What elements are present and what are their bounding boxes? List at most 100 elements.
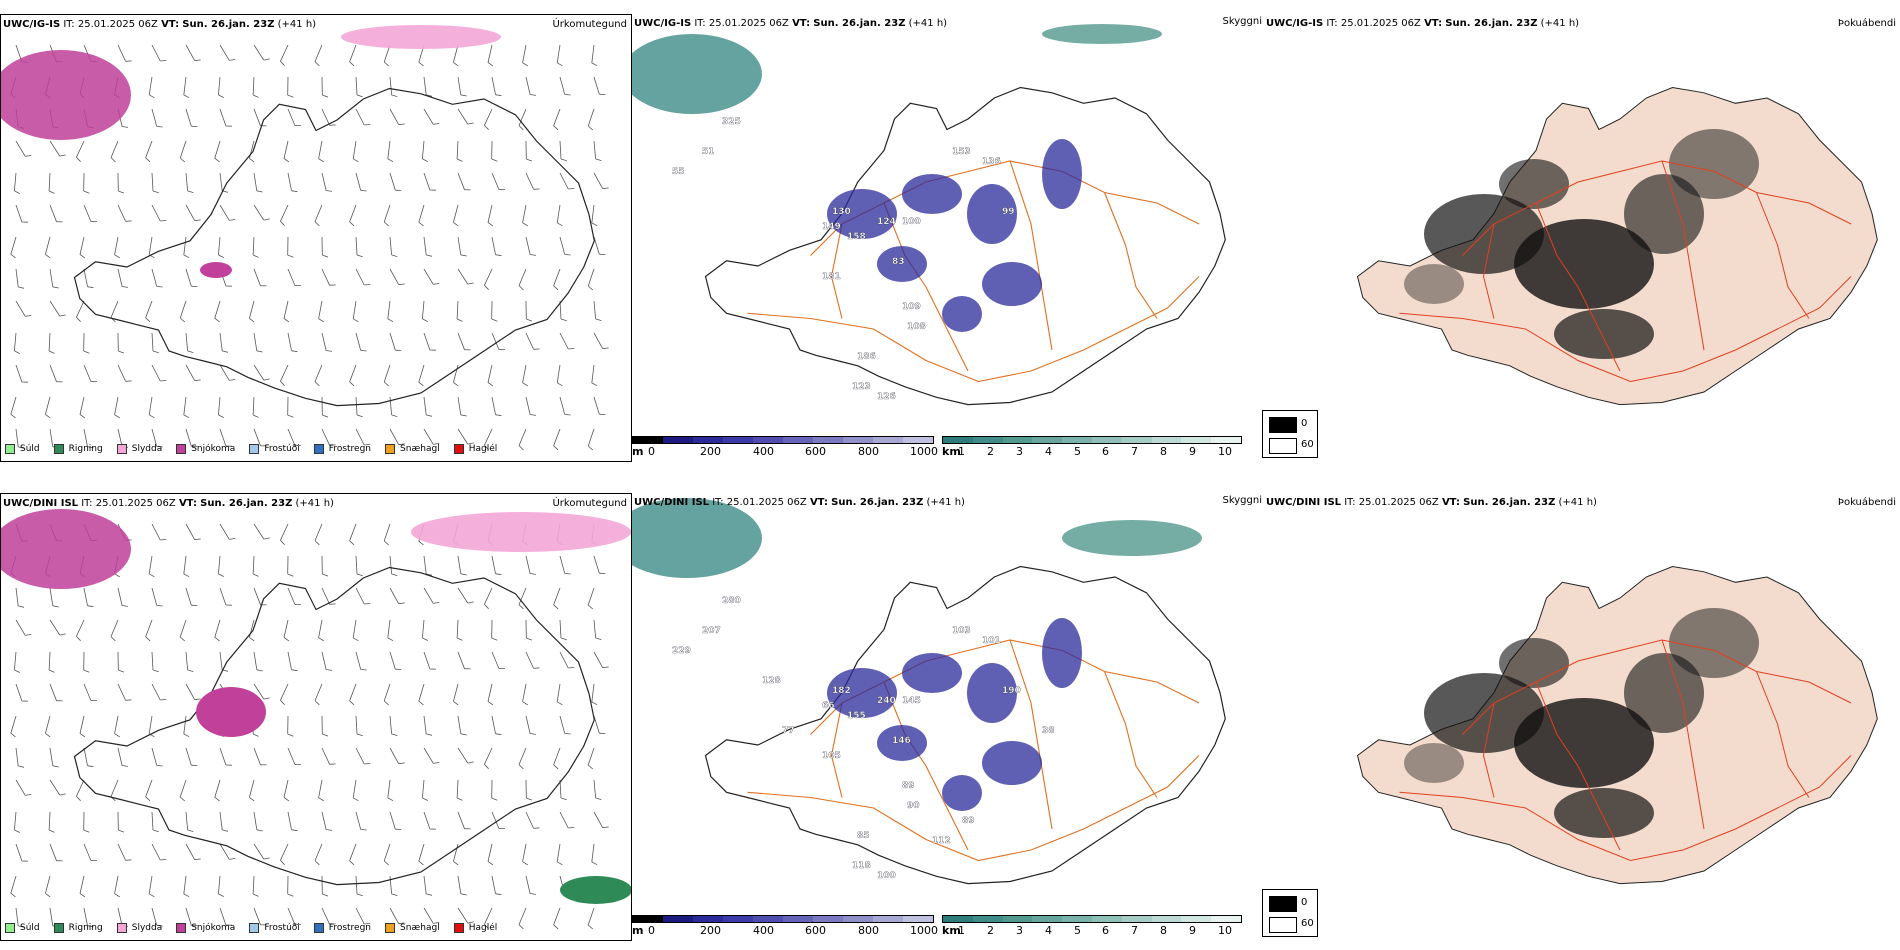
wind-barb-feather [526, 637, 533, 641]
wind-barb-feather [398, 762, 405, 765]
wind-barb [525, 715, 531, 734]
wind-barb-feather [526, 797, 533, 801]
wind-barb [553, 268, 561, 286]
scale-tick: 800 [858, 924, 879, 937]
wind-barb [491, 76, 496, 95]
low-ceiling-area [1042, 618, 1082, 688]
wind-barb [280, 364, 289, 382]
wind-barb-feather [145, 317, 151, 323]
wind-barb-feather [560, 318, 567, 322]
legend-swatch [53, 444, 64, 454]
wind-barb-feather [59, 633, 66, 636]
wind-barb [389, 108, 400, 125]
wind-barb [48, 172, 51, 192]
wind-barb-feather [495, 94, 502, 97]
wind-barb-feather [553, 285, 559, 291]
wind-barb-feather [591, 222, 598, 227]
wind-barb-feather [59, 793, 66, 796]
legend-swatch [313, 923, 324, 933]
wind-barb [456, 300, 459, 320]
wind-barb [110, 619, 119, 637]
wind-barb-feather [587, 924, 593, 930]
low-ceiling-area [967, 663, 1017, 723]
wind-barb [556, 204, 561, 223]
field-name: Þokuábendi [1837, 497, 1896, 508]
ceiling-colorbar [632, 915, 934, 923]
scale-tick: 0 [648, 924, 655, 937]
wind-barb-feather [564, 254, 571, 256]
ceiling-label: 109 [902, 302, 921, 312]
wind-barb [10, 875, 17, 894]
wind-barb [179, 140, 187, 159]
wind-barb-feather [10, 892, 16, 898]
wind-barb [423, 268, 434, 285]
ceiling-label: 108 [907, 322, 926, 332]
wind-barb-feather [491, 637, 498, 641]
wind-barb-feather [263, 378, 270, 381]
wind-barb [318, 140, 323, 159]
fog-area [1669, 129, 1759, 199]
wind-barb-feather [256, 829, 263, 832]
wind-barb [253, 843, 265, 860]
wind-barb-feather [156, 126, 163, 128]
wind-barb [518, 747, 527, 765]
fog-area [1499, 638, 1569, 688]
wind-barb [183, 236, 187, 255]
wind-barb [76, 140, 85, 158]
low-ceiling-area [982, 262, 1042, 306]
colorbar-segment [1062, 916, 1092, 922]
wind-barb-feather [484, 604, 489, 609]
wind-barb [185, 428, 192, 447]
colorbar-segment [1151, 437, 1182, 443]
low-ceiling-area [877, 725, 927, 761]
wind-barb [349, 44, 357, 62]
wind-barb [352, 619, 357, 638]
visibility-ticks: km 1 2 3 4 5 6 7 8 9 10 [942, 924, 1242, 938]
wind-barb-feather [587, 764, 593, 770]
wind-barb [219, 332, 223, 351]
wind-barb-feather [526, 318, 533, 322]
colorbar-segment [633, 437, 663, 443]
wind-barb [15, 300, 26, 317]
wind-barb-feather [14, 669, 20, 673]
low-visibility-area [632, 498, 762, 578]
wind-barb-feather [287, 733, 294, 737]
wind-barb [355, 587, 365, 605]
wind-barb-feather [591, 62, 598, 67]
wind-barb [418, 364, 425, 383]
scale-tick: 4 [1045, 445, 1052, 458]
wind-barb-feather [467, 601, 474, 604]
ceiling-label: 112 [932, 836, 951, 846]
wind-barb-feather [560, 637, 567, 641]
wind-barb [185, 683, 196, 700]
wind-barb [49, 428, 54, 447]
wind-barb-feather [76, 157, 81, 162]
wind-barb-feather [79, 414, 86, 419]
wind-barb [522, 843, 527, 862]
wind-barb-feather [587, 445, 593, 451]
wind-barb [253, 108, 261, 126]
wind-barb-feather [263, 58, 270, 61]
wind-barb-feather [87, 925, 94, 928]
wind-barb [321, 268, 330, 286]
scale-tick: 1 [958, 924, 965, 937]
legend-swatch [249, 923, 260, 933]
wind-barb-feather [252, 94, 259, 98]
wind-barb-feather [591, 861, 598, 866]
wind-barb-feather [156, 286, 163, 288]
legend-item: Frostúði [249, 444, 300, 454]
colorbar-segment [1181, 437, 1212, 443]
field-name: Þokuábendi [1837, 18, 1896, 29]
scale-tick: 2 [987, 445, 994, 458]
colorbar-segment [1032, 916, 1063, 922]
wind-barb [389, 587, 400, 604]
wind-barb [553, 747, 561, 765]
wind-barb-feather [587, 285, 593, 291]
wind-barb-feather [564, 573, 571, 575]
wind-barb-feather [353, 797, 359, 802]
wind-barb-feather [179, 317, 185, 323]
wind-barb [423, 396, 427, 415]
wind-barb [587, 907, 595, 926]
wind-barb [185, 108, 192, 127]
ceiling-label: 145 [902, 696, 921, 706]
